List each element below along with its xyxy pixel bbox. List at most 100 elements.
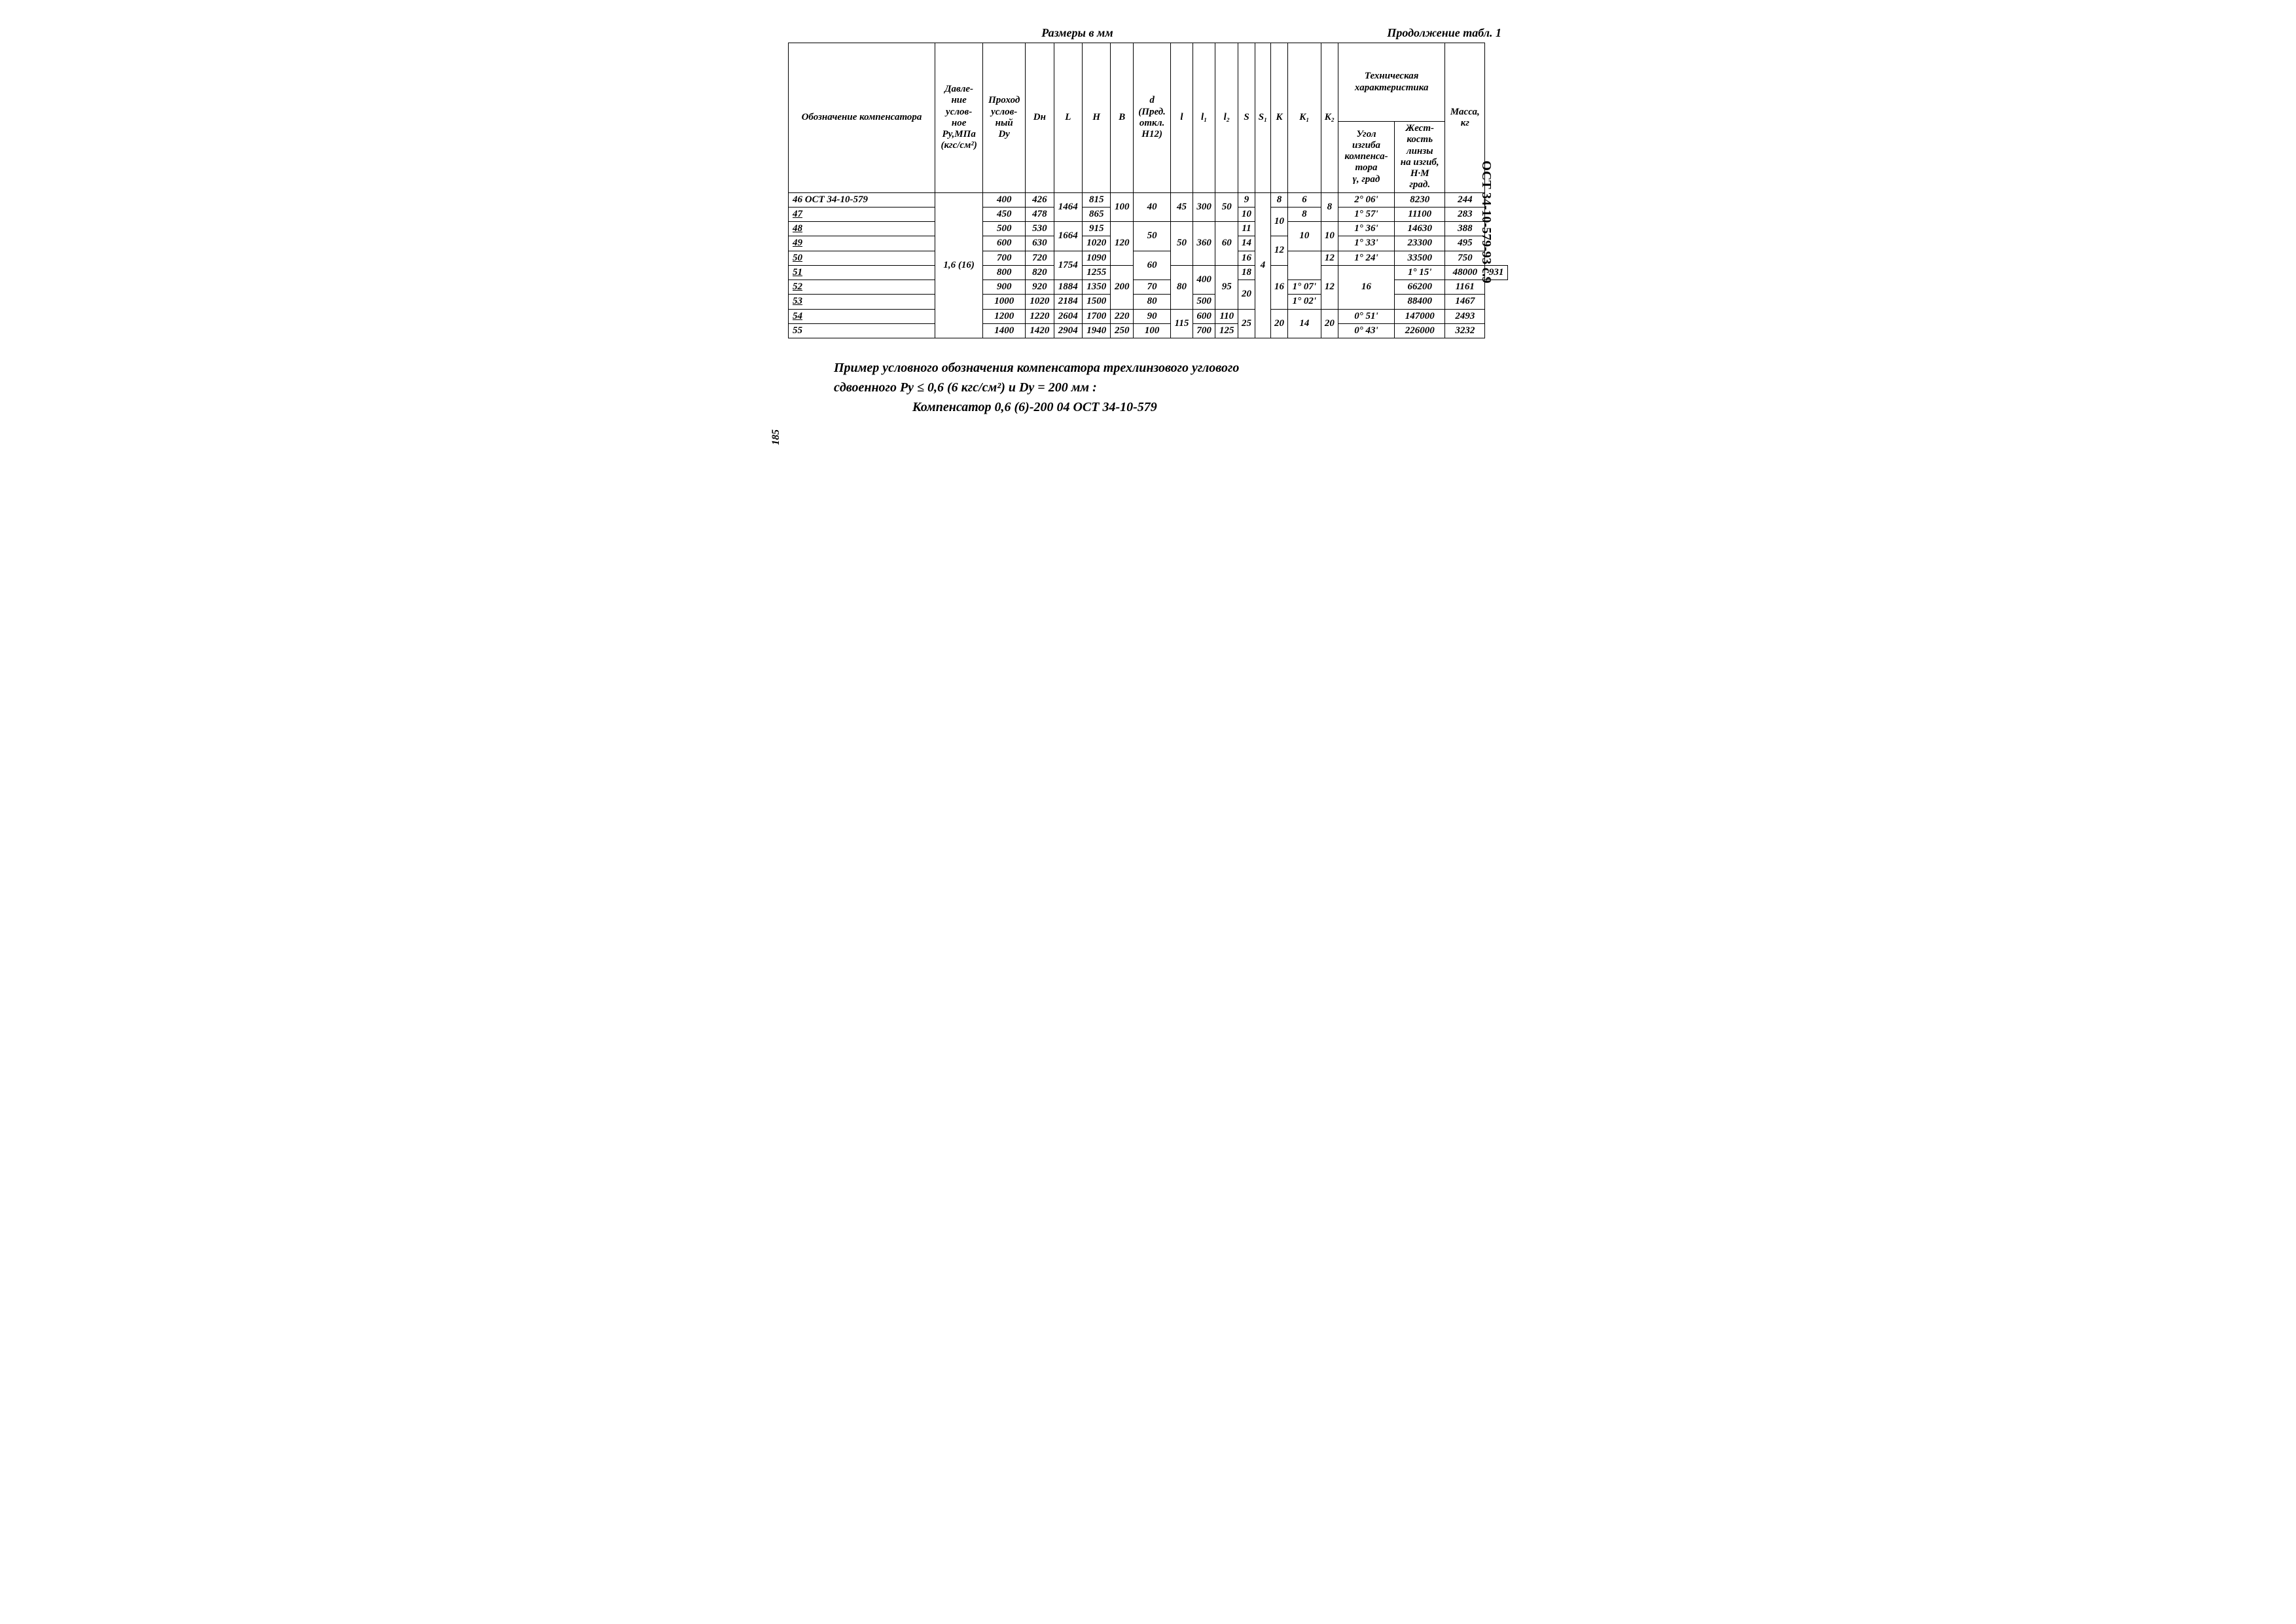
table-cell: 1420 xyxy=(1026,323,1054,338)
hdr-S: S xyxy=(1238,43,1255,193)
table-cell: 11100 xyxy=(1395,207,1445,221)
table-cell: 600 xyxy=(983,236,1026,251)
table-row: 50700720175410906016121° 24'33500750 xyxy=(789,251,1508,265)
table-cell: 9 xyxy=(1238,192,1255,207)
page-number: 185 xyxy=(770,429,782,445)
table-cell: 900 xyxy=(983,280,1026,295)
table-cell: 11 xyxy=(1238,222,1255,236)
table-cell: 2184 xyxy=(1054,295,1082,309)
table-cell: 1664 xyxy=(1054,222,1082,251)
table-cell: 815 xyxy=(1083,192,1111,207)
table-cell: 400 xyxy=(1193,265,1215,295)
table-cell: 50 xyxy=(1215,192,1238,222)
table-cell: 6 xyxy=(1287,192,1321,207)
designation-cell: 54 xyxy=(789,309,935,323)
table-cell: 300 xyxy=(1193,192,1215,222)
table-cell: 10 xyxy=(1321,222,1338,251)
hdr-K: K xyxy=(1271,43,1288,193)
table-cell: 115 xyxy=(1171,309,1193,338)
table-cell: 1350 xyxy=(1083,280,1111,295)
table-cell: 360 xyxy=(1193,222,1215,266)
table-cell: 14 xyxy=(1238,236,1255,251)
hdr-d: d (Пред. откл. Н12) xyxy=(1134,43,1171,193)
table-header: Обозначение компенсатора Давле- ние усло… xyxy=(789,43,1508,193)
table-cell: 90 xyxy=(1134,309,1171,323)
hdr-H: H xyxy=(1083,43,1111,193)
designation-cell: 49 xyxy=(789,236,935,251)
table-cell: 23300 xyxy=(1395,236,1445,251)
table-cell: 80 xyxy=(1171,265,1193,309)
table-cell: 1400 xyxy=(983,323,1026,338)
table-cell: 2° 06' xyxy=(1338,192,1394,207)
table-cell: 25 xyxy=(1238,309,1255,338)
hdr-stiff: Жест- кость линзы на изгиб, Н·М град. xyxy=(1395,122,1445,193)
designation-cell: 46 ОСТ 34-10-579 xyxy=(789,192,935,207)
table-cell: 33500 xyxy=(1395,251,1445,265)
table-row: 46 ОСТ 34-10-5791,6 (16)4004261464815100… xyxy=(789,192,1508,207)
table-cell: 1° 33' xyxy=(1338,236,1394,251)
continuation-label: Продолжение табл. 1 xyxy=(1254,26,1501,40)
table-cell: 60 xyxy=(1215,222,1238,266)
hdr-l1: l₁ xyxy=(1193,43,1215,193)
data-table: Обозначение компенсатора Давле- ние усло… xyxy=(788,43,1508,338)
table-cell: 1,6 (16) xyxy=(935,192,983,338)
table-cell: 60 xyxy=(1134,251,1171,280)
side-label: ОСТ 34-10-579-93 с.9 xyxy=(1479,160,1494,283)
designation-cell: 48 xyxy=(789,222,935,236)
table-cell: 1754 xyxy=(1054,251,1082,280)
table-cell: 20 xyxy=(1238,280,1255,310)
table-cell: 8 xyxy=(1271,192,1288,207)
table-cell: 720 xyxy=(1026,251,1054,265)
table-cell: 10 xyxy=(1287,222,1321,251)
table-row: 531000102021841500805001° 02'884001467 xyxy=(789,295,1508,309)
page-container: Размеры в мм Продолжение табл. 1 Обознач… xyxy=(788,26,1508,417)
footer-line2: сдвоенного Ру ≤ 0,6 (6 кгс/см²) и Dу = 2… xyxy=(834,378,1508,397)
table-cell: 450 xyxy=(983,207,1026,221)
table-cell: 16 xyxy=(1238,251,1255,265)
table-cell: 16 xyxy=(1271,265,1288,309)
table-cell: 700 xyxy=(1193,323,1215,338)
table-cell: 1° 36' xyxy=(1338,222,1394,236)
table-cell: 915 xyxy=(1083,222,1111,236)
table-cell: 1020 xyxy=(1026,295,1054,309)
hdr-K1: K₁ xyxy=(1287,43,1321,193)
table-cell: 400 xyxy=(983,192,1026,207)
table-cell: 820 xyxy=(1026,265,1054,280)
table-cell: 45 xyxy=(1171,192,1193,222)
table-cell: 10 xyxy=(1238,207,1255,221)
footer-line3: Компенсатор 0,6 (6)-200 04 ОСТ 34-10-579 xyxy=(834,397,1508,417)
designation-cell: 50 xyxy=(789,251,935,265)
footer-text: Пример условного обозначения компенсатор… xyxy=(788,358,1508,417)
hdr-techchar: Техническая характеристика xyxy=(1338,43,1444,122)
table-cell: 50 xyxy=(1134,222,1171,251)
table-cell: 1464 xyxy=(1054,192,1082,222)
table-cell: 16 xyxy=(1338,265,1394,309)
table-cell: 4 xyxy=(1255,192,1270,338)
table-cell: 8 xyxy=(1287,207,1321,221)
table-cell: 865 xyxy=(1083,207,1111,221)
hdr-Dn: Dн xyxy=(1026,43,1054,193)
table-cell: 1940 xyxy=(1083,323,1111,338)
table-cell: 120 xyxy=(1111,222,1134,266)
table-cell: 14630 xyxy=(1395,222,1445,236)
table-cell: 2493 xyxy=(1445,309,1485,323)
table-cell xyxy=(1287,251,1321,280)
table-row: 5412001220260417002209011560011025201420… xyxy=(789,309,1508,323)
table-cell: 1467 xyxy=(1445,295,1485,309)
hdr-B: B xyxy=(1111,43,1134,193)
table-cell: 95 xyxy=(1215,265,1238,309)
table-cell: 800 xyxy=(983,265,1026,280)
hdr-l: l xyxy=(1171,43,1193,193)
table-cell: 20 xyxy=(1321,309,1338,338)
table-cell: 0° 51' xyxy=(1338,309,1394,323)
table-cell: 220 xyxy=(1111,309,1134,323)
table-cell: 100 xyxy=(1134,323,1171,338)
designation-cell: 53 xyxy=(789,295,935,309)
hdr-L: L xyxy=(1054,43,1082,193)
table-cell: 18 xyxy=(1238,265,1255,280)
table-cell: 478 xyxy=(1026,207,1054,221)
table-cell: 12 xyxy=(1321,251,1338,265)
table-row: 529009201884135070201° 07'662001161 xyxy=(789,280,1508,295)
table-cell: 1090 xyxy=(1083,251,1111,265)
table-cell: 426 xyxy=(1026,192,1054,207)
